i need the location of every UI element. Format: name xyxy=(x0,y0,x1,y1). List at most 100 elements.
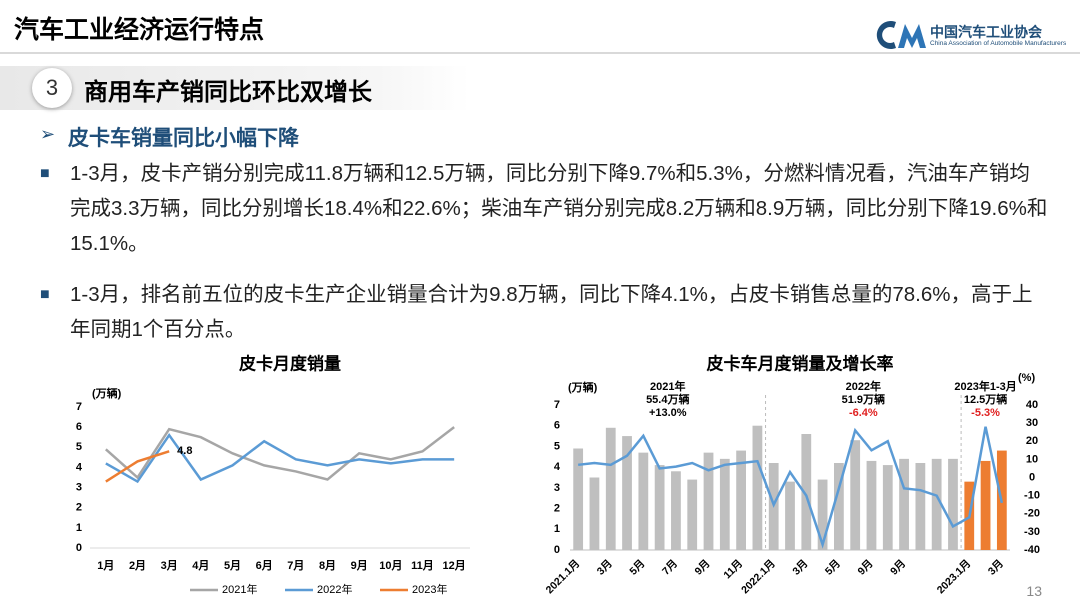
y2-tick-label: -20 xyxy=(1024,508,1040,520)
x-tick-label: 2022.1月 xyxy=(739,558,778,597)
x-tick-label: 9月 xyxy=(856,558,876,578)
y2-tick-label: 10 xyxy=(1026,453,1038,465)
data-label: 4.8 xyxy=(177,445,192,457)
x-tick-label: 7月 xyxy=(287,559,304,572)
annotation: +13.0% xyxy=(649,407,687,419)
x-tick-label: 10月 xyxy=(379,559,402,572)
bar xyxy=(785,481,795,550)
x-tick-label: 9月 xyxy=(693,558,713,578)
annotation: -6.4% xyxy=(849,407,878,419)
logo-text: 中国汽车工业协会 xyxy=(930,24,1042,40)
slide-title: 汽车工业经济运行特点 xyxy=(14,16,265,44)
y-tick-label: 6 xyxy=(554,420,560,432)
bar xyxy=(719,458,730,550)
x-tick-label: 5月 xyxy=(224,559,241,572)
divider xyxy=(0,52,1080,54)
bar xyxy=(605,427,616,550)
chart-title: 皮卡月度销量 xyxy=(239,353,341,373)
x-tick-label: 9月 xyxy=(351,559,368,572)
annotation: 2022年 xyxy=(846,379,881,393)
y-tick-label: 2 xyxy=(554,502,560,514)
annotation: 51.9万辆 xyxy=(842,392,885,406)
series-line xyxy=(578,426,1004,549)
y-tick-label: 3 xyxy=(76,481,82,493)
y2-tick-label: 40 xyxy=(1026,399,1038,411)
x-tick-label: 5月 xyxy=(823,558,843,578)
x-tick-label: 6月 xyxy=(256,559,273,572)
bar xyxy=(980,460,991,550)
x-tick-label: 3月 xyxy=(595,558,615,578)
annotation: 2021年 xyxy=(650,379,685,393)
legend-label: 2023年 xyxy=(412,582,447,596)
bar xyxy=(752,425,763,550)
bullet: 1-3月，排名前五位的皮卡生产企业销量合计为9.8万辆，同比下降4.1%，占皮卡… xyxy=(40,277,1050,347)
y-tick-label: 7 xyxy=(76,401,82,413)
section-title: 商用车产销同比环比双增长 xyxy=(84,79,372,106)
y-tick-label: 6 xyxy=(76,421,82,433)
bar xyxy=(671,471,681,550)
x-tick-label: 2月 xyxy=(129,559,146,572)
series-line xyxy=(105,433,455,484)
chart: 皮卡月度销量 (万辆) 0 1 2 3 4 5 6 7 1月 2月 3月 4月 5月 6月 7月 8月 9月 10月 1… xyxy=(76,353,470,596)
logo-mark xyxy=(876,21,926,49)
y-tick-label: 0 xyxy=(76,542,82,554)
x-tick-label: 2023.1月 xyxy=(935,558,974,597)
bar xyxy=(866,460,877,550)
y2-tick-label: -40 xyxy=(1024,544,1040,556)
axis-unit: (%) xyxy=(1018,372,1035,384)
y-tick-label: 5 xyxy=(554,440,560,452)
x-tick-label: 2021.1月 xyxy=(544,558,583,597)
axis-unit: (万辆) xyxy=(568,380,598,394)
bar xyxy=(654,465,665,550)
x-tick-label: 4月 xyxy=(192,559,209,572)
x-tick-label: 3月 xyxy=(161,559,178,572)
bar xyxy=(948,458,958,550)
annotation: -5.3% xyxy=(971,407,1000,419)
x-tick-label: 3月 xyxy=(986,558,1006,578)
y-tick-label: 2 xyxy=(76,502,82,514)
y2-tick-label: 20 xyxy=(1026,435,1038,447)
subheading: 皮卡车销量同比小幅下降 xyxy=(68,127,299,150)
section-band xyxy=(0,66,470,110)
logo-subtext: China Association of Automobile Manufact… xyxy=(930,40,1067,47)
annotation: 12.5万辆 xyxy=(964,392,1007,406)
bar xyxy=(931,458,942,550)
x-tick-label: 12月 xyxy=(443,559,466,572)
section-number: 3 xyxy=(32,68,72,108)
y2-tick-label: 30 xyxy=(1026,417,1038,429)
bar xyxy=(589,477,600,550)
x-tick-label: 1月 xyxy=(97,559,114,572)
bar xyxy=(817,479,828,550)
y-tick-label: 4 xyxy=(76,461,83,473)
x-tick-label: 7月 xyxy=(660,558,680,578)
series-line xyxy=(105,426,455,481)
axis-unit: (万辆) xyxy=(92,386,122,400)
y-tick-label: 1 xyxy=(76,522,82,534)
bar xyxy=(622,436,632,550)
bar xyxy=(573,448,584,550)
x-tick-label: 9月 xyxy=(888,558,908,578)
bar xyxy=(638,452,649,550)
arrow-marker: ➢ xyxy=(40,124,56,144)
annotation: 2023年1-3月 xyxy=(954,379,1016,393)
x-tick-label: 8月 xyxy=(319,559,336,572)
x-tick-label: 3月 xyxy=(790,558,810,578)
legend-label: 2021年 xyxy=(222,582,257,596)
x-tick-label: 11月 xyxy=(721,558,745,582)
y2-tick-label: -30 xyxy=(1024,526,1040,538)
bar xyxy=(882,465,893,550)
series-line xyxy=(105,450,170,483)
bullet: 1-3月，皮卡产销分别完成11.8万辆和12.5万辆，同比分别下降9.7%和5.… xyxy=(40,156,1050,261)
bar xyxy=(801,434,812,550)
x-tick-label: 11月 xyxy=(411,559,434,572)
bar xyxy=(834,463,844,550)
bar xyxy=(736,450,746,550)
y-tick-label: 5 xyxy=(76,441,82,453)
bar xyxy=(687,479,698,550)
y-tick-label: 7 xyxy=(554,399,560,411)
legend-label: 2022年 xyxy=(317,582,352,596)
bar xyxy=(703,452,714,550)
chart: 皮卡车月度销量及增长率 (万辆) (%) 0 1 2 3 4 5 6 7 -40 -30 -20 -10 0 1… xyxy=(544,353,1040,597)
y2-tick-label: 0 xyxy=(1029,471,1035,483)
y-tick-label: 4 xyxy=(554,461,561,473)
